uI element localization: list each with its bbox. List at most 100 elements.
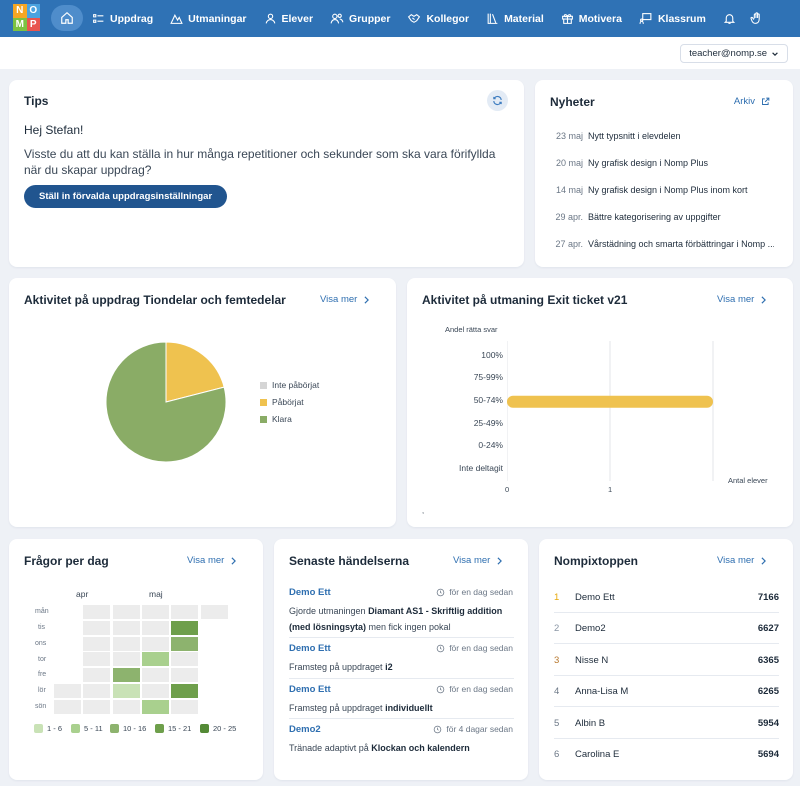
- x-tick-label: 1: [608, 485, 613, 494]
- gift-icon: [561, 14, 573, 24]
- nav-item-klassrum[interactable]: Klassrum: [639, 12, 706, 25]
- heatmap-cell[interactable]: [112, 684, 140, 698]
- logo-letter: N: [13, 4, 27, 18]
- heatmap-cell[interactable]: [112, 620, 140, 635]
- nav-item-material[interactable]: Material: [486, 12, 544, 25]
- heatmap-cell[interactable]: [171, 684, 199, 698]
- heatmap-cell[interactable]: [112, 699, 140, 714]
- leaderboard-row[interactable]: 3 Nisse N 6365: [554, 645, 779, 676]
- heatmap-cell[interactable]: [112, 652, 140, 667]
- heatmap-cell[interactable]: [141, 605, 169, 619]
- notifications-button[interactable]: [723, 12, 736, 25]
- heatmap-cell[interactable]: [200, 605, 228, 619]
- leaderboard-more-link[interactable]: Visa mer: [717, 555, 767, 566]
- nav-label: Material: [504, 12, 544, 25]
- home-button[interactable]: [51, 5, 83, 31]
- event-time-text: för en dag sedan: [449, 684, 513, 694]
- heatmap-cell[interactable]: [171, 620, 199, 635]
- nav-item-uppdrag[interactable]: Uppdrag: [92, 12, 153, 25]
- event-text: Framsteg på uppdraget i2: [289, 659, 517, 675]
- challenge-more-link[interactable]: Visa mer: [717, 294, 767, 305]
- leaderboard-row[interactable]: 5 Albin B 5954: [554, 708, 779, 739]
- leaderboard-title: Nompixtoppen: [554, 554, 638, 568]
- heatmap-cell[interactable]: [54, 684, 81, 698]
- clock-icon: [436, 588, 445, 596]
- news-item[interactable]: 27 apr. Vårstädning och smarta förbättrin…: [550, 239, 774, 249]
- heatmap-cell[interactable]: [112, 605, 140, 619]
- home-icon: [61, 11, 73, 24]
- raise-hand-button[interactable]: [750, 12, 763, 25]
- event-student-link[interactable]: Demo Ett: [289, 643, 331, 654]
- challenge-activity-card: Aktivitet på utmaning Exit ticket v21 Vi…: [407, 278, 793, 527]
- heatmap-cell[interactable]: [83, 620, 111, 635]
- chevron-right-icon: [761, 295, 767, 304]
- month-label: maj: [149, 589, 163, 599]
- heatmap-cell[interactable]: [54, 699, 81, 714]
- heatmap-cell[interactable]: [83, 668, 111, 683]
- event-time: för en dag sedan: [436, 643, 513, 653]
- weekday-label: sön: [35, 703, 47, 710]
- heatmap-cell[interactable]: [83, 652, 111, 667]
- nav-item-grupper[interactable]: Grupper: [330, 12, 390, 25]
- nav-item-elever[interactable]: Elever: [264, 12, 313, 25]
- legend-label: Klara: [272, 414, 292, 424]
- bell-icon: [723, 14, 735, 24]
- heatmap-cell[interactable]: [141, 684, 169, 698]
- heatmap-cell[interactable]: [141, 636, 169, 651]
- leaderboard-row[interactable]: 4 Anna-Lisa M 6265: [554, 676, 779, 707]
- event-text: Gjorde utmaningen Diamant AS1 - Skriftli…: [289, 603, 517, 635]
- heatmap-cell[interactable]: [171, 605, 199, 619]
- refresh-tip-button[interactable]: [487, 90, 508, 111]
- leaderboard-row[interactable]: 1 Demo Ett 7166: [554, 582, 779, 613]
- nompix-leaderboard-card: Nompixtoppen Visa mer 1 Demo Ett 7166 2 Dem…: [539, 539, 793, 780]
- news-item[interactable]: 23 maj Nytt typsnitt i elevdelen: [550, 131, 774, 141]
- heatmap-cell[interactable]: [112, 668, 140, 683]
- heatmap-cell[interactable]: [83, 684, 111, 698]
- heatmap-cell[interactable]: [141, 620, 169, 635]
- chevron-right-icon: [364, 295, 370, 304]
- heatmap-cell[interactable]: [141, 668, 169, 683]
- archive-label: Arkiv: [733, 96, 755, 107]
- nompix-score: 5954: [757, 717, 779, 729]
- nomp-logo[interactable]: N O M P: [13, 4, 40, 31]
- legend-swatch: [260, 398, 267, 406]
- news-item[interactable]: 20 maj Ny grafisk design i Nomp Plus: [550, 158, 774, 168]
- heatmap-cell[interactable]: [141, 652, 169, 667]
- heatmap-cell[interactable]: [112, 636, 140, 651]
- leaderboard-row[interactable]: 6 Carolina E 5694: [554, 739, 779, 770]
- nav-item-motivera[interactable]: Motivera: [561, 12, 622, 25]
- heatmap-cell[interactable]: [141, 699, 169, 714]
- event-text-post: men fick ingen pokal: [366, 622, 451, 632]
- heatmap-cell[interactable]: [83, 605, 111, 619]
- questions-more-link[interactable]: Visa mer: [187, 555, 237, 566]
- nav-label: Klassrum: [657, 12, 706, 25]
- pie-legend-item: Inte påbörjat: [260, 380, 319, 390]
- nav-label: Uppdrag: [110, 12, 154, 25]
- archive-link[interactable]: Arkiv: [734, 96, 770, 107]
- user-menu[interactable]: teacher@nomp.se: [680, 44, 788, 63]
- event-text-bold: individuellt: [385, 703, 433, 713]
- nav-item-kollegor[interactable]: Kollegor: [407, 12, 469, 25]
- heatmap-cell[interactable]: [171, 699, 199, 714]
- heatmap-cell[interactable]: [171, 668, 199, 683]
- assignment-more-link[interactable]: Visa mer: [320, 294, 370, 305]
- heatmap-cell[interactable]: [171, 636, 199, 651]
- heatmap-cell[interactable]: [83, 636, 111, 651]
- event-student-link[interactable]: Demo2: [289, 724, 321, 735]
- news-item[interactable]: 29 apr. Bättre kategorisering av uppgifte…: [550, 212, 774, 222]
- event-student-link[interactable]: Demo Ett: [289, 684, 331, 695]
- nompix-score: 6365: [757, 654, 779, 666]
- default-settings-button[interactable]: Ställ in förvalda uppdragsinställningar: [24, 185, 228, 208]
- nav-item-utmaningar[interactable]: Utmaningar: [170, 12, 247, 25]
- event-text: Framsteg på uppdraget individuellt: [289, 700, 517, 716]
- clock-icon: [436, 644, 445, 652]
- heatmap-cell[interactable]: [83, 699, 111, 714]
- month-label: apr: [76, 589, 89, 599]
- heatmap-cell[interactable]: [171, 652, 199, 667]
- leaderboard-row[interactable]: 2 Demo2 6627: [554, 613, 779, 644]
- events-more-link[interactable]: Visa mer: [453, 555, 503, 566]
- main-nav: Uppdrag Utmaningar Elever Grupper Kolleg…: [92, 0, 777, 37]
- news-item[interactable]: 14 maj Ny grafisk design i Nomp Plus inom…: [550, 185, 774, 195]
- handshake-icon: [408, 14, 421, 23]
- event-student-link[interactable]: Demo Ett: [289, 587, 331, 598]
